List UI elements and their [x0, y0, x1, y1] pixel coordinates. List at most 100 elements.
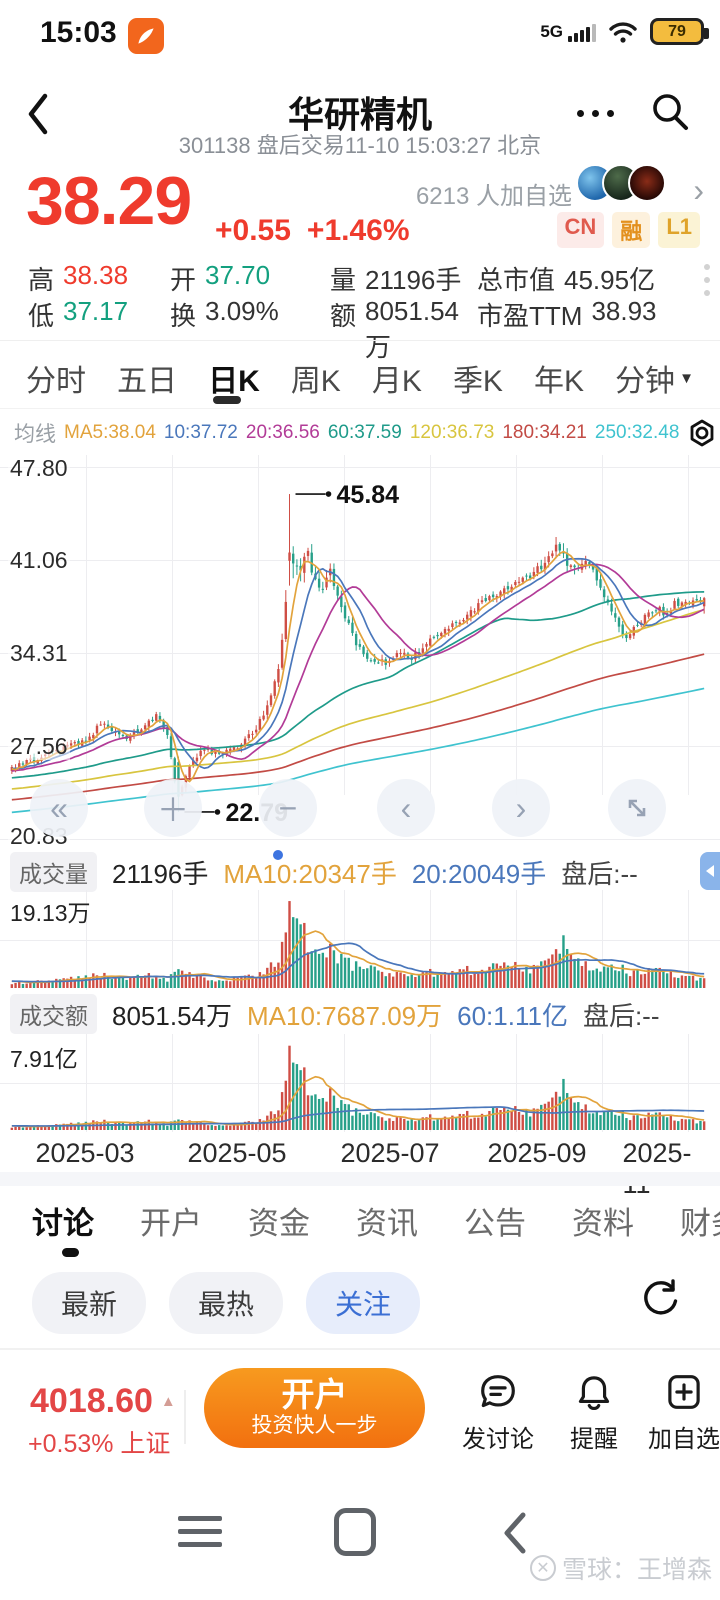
index-quote[interactable]: 4018.60 ▲ — [30, 1382, 176, 1421]
y-axis-tick: 47.80 — [8, 455, 70, 482]
chip-following[interactable]: 关注 — [306, 1272, 421, 1334]
scroll-right-button[interactable]: › — [492, 779, 550, 837]
change-percent: +1.46% — [306, 214, 410, 247]
triangle-up-icon: ▲ — [160, 1393, 176, 1410]
amount-canvas[interactable] — [0, 1034, 720, 1132]
tab-daily-k[interactable]: 日K — [208, 365, 260, 398]
back-button[interactable] — [26, 92, 50, 141]
tab-weekly-k[interactable]: 周K — [290, 365, 341, 398]
amount-header: 成交额 8051.54万 MA10:7687.09万 60:1.11亿 盘后:-… — [0, 994, 720, 1034]
stat-label: 高 — [28, 265, 55, 295]
current-price: 38.29 — [26, 163, 192, 239]
nav-home-button[interactable] — [334, 1508, 376, 1556]
ma-legend-title: 均线 — [14, 422, 56, 446]
kline-canvas[interactable] — [0, 455, 720, 850]
volume-after-hours: 盘后:-- — [561, 858, 638, 889]
fullscreen-button[interactable] — [608, 779, 666, 837]
volume-canvas[interactable] — [0, 890, 720, 990]
tab-yearly-k[interactable]: 年K — [534, 365, 585, 398]
nav-menu-button[interactable] — [178, 1516, 222, 1547]
tab-open-account[interactable]: 开户 — [140, 1205, 202, 1241]
section-tabs: 讨论 开户 资金 资讯 公告 资料 财务 — [0, 1190, 720, 1250]
tab-minute-chart[interactable]: 分时 — [26, 365, 86, 398]
page-title: 华研精机 — [287, 94, 432, 135]
stat-label: 额 — [330, 301, 357, 331]
watermark-text: 雪球：王增森 — [561, 1556, 712, 1584]
amount-label[interactable]: 成交额 — [10, 994, 97, 1034]
active-tab-underline — [213, 396, 241, 404]
battery-icon: 79 — [650, 18, 709, 45]
volume-label[interactable]: 成交量 — [10, 852, 97, 892]
battery-level: 79 — [668, 22, 686, 40]
stat-label: 总市值 — [477, 265, 556, 295]
signal-icon: 5G — [540, 22, 596, 42]
ma250-value: 250:32.48 — [594, 421, 680, 443]
stat-value-marketcap: 45.95亿 — [564, 265, 656, 295]
x-axis-label: 2025-05 — [187, 1138, 287, 1168]
zoom-in-button[interactable]: ＋ — [144, 779, 202, 837]
stock-subtitle: 301138 盘后交易11-10 15:03:27 北京 — [178, 133, 542, 158]
action-label: 加自选 — [648, 1426, 720, 1453]
zoom-out-button[interactable]: − — [259, 779, 317, 837]
followers-count: 6213 人加自选 — [415, 183, 572, 210]
ma60-value: 60:37.59 — [327, 421, 402, 443]
open-account-button[interactable]: 开户 投资快人一步 — [204, 1368, 425, 1448]
amount-y-max: 7.91亿 — [10, 1046, 78, 1072]
stat-value-turnover: 3.09% — [205, 296, 279, 326]
tab-minutes-dropdown[interactable]: 分钟 ▼ — [615, 356, 694, 400]
nav-back-button[interactable] — [500, 1510, 528, 1561]
scroll-left-fast-button[interactable]: « — [30, 779, 88, 837]
y-axis-tick: 27.56 — [8, 733, 70, 760]
divider — [0, 340, 720, 341]
collapse-panel-tab[interactable] — [700, 852, 720, 890]
scroll-left-button[interactable]: ‹ — [377, 779, 435, 837]
plus-square-icon — [668, 1375, 700, 1409]
stat-value-low: 37.17 — [63, 296, 129, 326]
wifi-icon — [609, 21, 637, 43]
search-icon[interactable] — [648, 90, 692, 139]
follower-avatars[interactable] — [576, 164, 666, 202]
adjust-mode-button[interactable]: 前复权 — [687, 415, 720, 451]
stat-value-open: 37.70 — [205, 260, 271, 290]
index-value: 4018.60 — [30, 1382, 153, 1420]
divider — [184, 1390, 186, 1444]
index-change: +0.53% 上证 — [28, 1430, 171, 1458]
tab-five-day[interactable]: 五日 — [117, 365, 178, 398]
tab-announcements[interactable]: 公告 — [464, 1205, 526, 1241]
add-watchlist-button[interactable]: 加自选 — [636, 1372, 720, 1454]
chart-marker-dot — [271, 848, 285, 862]
stats-row-2: 低 37.17 换 3.09% 额 8051.54万 市盈TTM 38.93 — [28, 296, 708, 364]
expand-icon — [628, 799, 646, 817]
tab-profile[interactable]: 资料 — [572, 1205, 634, 1241]
tab-discussion[interactable]: 讨论 — [32, 1205, 94, 1241]
badge-cn: CN — [556, 212, 605, 248]
ma20-value: 20:36.56 — [245, 421, 320, 443]
divider — [0, 408, 720, 409]
stats-row-1: 高 38.38 开 37.70 量 21196手 总市值 45.95亿 — [28, 260, 708, 297]
stat-value-amount: 8051.54万 — [365, 296, 459, 362]
more-menu-icon[interactable] — [577, 110, 614, 117]
refresh-button[interactable] — [640, 1276, 682, 1323]
tab-monthly-k[interactable]: 月K — [371, 365, 422, 398]
stat-label: 市盈TTM — [477, 301, 583, 331]
active-section-underline — [62, 1248, 79, 1257]
post-discussion-button[interactable]: 发讨论 — [450, 1372, 546, 1454]
tab-funds[interactable]: 资金 — [248, 1205, 310, 1241]
y-axis-tick: 34.31 — [8, 640, 70, 667]
chevron-right-icon[interactable]: › — [693, 172, 704, 208]
tab-financials[interactable]: 财务 — [680, 1205, 720, 1241]
network-type: 5G — [540, 21, 563, 41]
chip-latest[interactable]: 最新 — [32, 1272, 147, 1334]
speech-bubble-icon — [481, 1375, 515, 1408]
x-axis-label: 2025-07 — [340, 1138, 440, 1168]
alert-button[interactable]: 提醒 — [546, 1372, 642, 1454]
stock-badges: CN 融 L1 — [556, 212, 700, 248]
chip-hottest[interactable]: 最热 — [169, 1272, 284, 1334]
tab-news[interactable]: 资讯 — [356, 1205, 418, 1241]
stats-more-icon[interactable] — [704, 264, 710, 296]
amount-value: 8051.54万 — [112, 1000, 232, 1031]
volume-header: 成交量 21196手 MA10:20347手 20:20049手 盘后:-- — [0, 852, 720, 892]
kline-chart[interactable]: 47.80 41.06 34.31 27.56 20.83 « ＋ − ‹ › — [0, 455, 720, 850]
status-time: 15:03 — [40, 16, 117, 49]
tab-quarterly-k[interactable]: 季K — [452, 365, 503, 398]
